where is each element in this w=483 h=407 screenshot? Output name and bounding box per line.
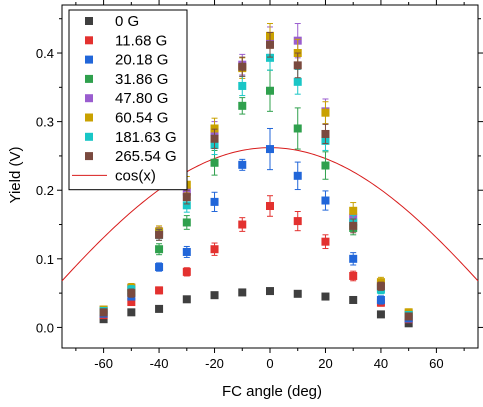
x-tick-label: -40 bbox=[150, 356, 169, 371]
data-point bbox=[238, 220, 247, 229]
legend-label: 31.86 G bbox=[115, 71, 168, 88]
legend-label: 0 G bbox=[115, 13, 139, 30]
legend-marker bbox=[85, 132, 93, 141]
data-point bbox=[293, 289, 302, 298]
legend-label: 47.80 G bbox=[115, 90, 168, 107]
data-point bbox=[376, 295, 385, 304]
legend-label: 20.18 G bbox=[115, 52, 168, 69]
data-point bbox=[404, 319, 413, 328]
y-tick-label: 0.2 bbox=[36, 183, 54, 198]
data-point bbox=[127, 308, 136, 317]
axes-layer: -60 -40 -20 0 20 40 60 0.0 0.1 0.2 0.3 0.4 bbox=[36, 0, 483, 371]
y-axis-label: Yield (V) bbox=[7, 147, 24, 204]
legend-marker bbox=[85, 113, 93, 122]
data-point bbox=[127, 289, 136, 298]
data-point bbox=[266, 145, 274, 154]
data-point bbox=[293, 217, 302, 226]
legend-marker bbox=[85, 36, 93, 45]
data-point bbox=[182, 218, 191, 227]
y-tick-label: 0.0 bbox=[36, 320, 54, 335]
data-point bbox=[210, 134, 219, 143]
data-point bbox=[293, 124, 302, 133]
data-point bbox=[321, 196, 330, 205]
legend-label: 181.63 G bbox=[115, 129, 177, 146]
legend: 0 G 11.68 G 20.18 G 31.86 G 47.80 G 60.54 G 18… bbox=[68, 9, 188, 191]
data-point bbox=[99, 315, 108, 324]
data-point bbox=[238, 288, 247, 297]
x-tick-label: 0 bbox=[266, 356, 273, 371]
data-point bbox=[155, 230, 164, 239]
legend-marker bbox=[85, 94, 93, 103]
data-point bbox=[266, 53, 274, 62]
data-point bbox=[266, 201, 274, 210]
series-7 bbox=[99, 31, 413, 321]
y-tick-label: 0.3 bbox=[36, 115, 54, 130]
data-point bbox=[210, 197, 219, 206]
data-point bbox=[182, 247, 191, 256]
data-point bbox=[182, 295, 191, 304]
data-point bbox=[182, 267, 191, 276]
data-point bbox=[182, 193, 191, 202]
data-point bbox=[321, 161, 330, 170]
data-point bbox=[238, 62, 247, 71]
data-point bbox=[404, 312, 413, 321]
x-tick-label: 40 bbox=[374, 356, 388, 371]
legend-marker bbox=[85, 55, 93, 64]
data-point bbox=[293, 171, 302, 180]
data-point bbox=[349, 221, 358, 230]
data-point bbox=[155, 304, 164, 313]
legend-marker bbox=[85, 17, 93, 25]
data-point bbox=[266, 86, 274, 95]
x-tick-label: 60 bbox=[429, 356, 443, 371]
data-point bbox=[238, 101, 247, 110]
data-points-layer bbox=[99, 23, 413, 328]
legend-label: 11.68 G bbox=[115, 32, 167, 49]
data-point bbox=[155, 263, 164, 272]
data-point bbox=[266, 40, 274, 49]
data-point bbox=[349, 206, 358, 215]
data-point bbox=[155, 286, 164, 295]
data-point bbox=[210, 158, 219, 167]
data-point bbox=[349, 271, 358, 280]
legend-marker bbox=[85, 152, 93, 161]
data-point bbox=[321, 108, 330, 117]
legend-label: 60.54 G bbox=[115, 110, 168, 127]
data-point bbox=[321, 129, 330, 138]
data-point bbox=[210, 245, 219, 254]
legend-label: 265.54 G bbox=[115, 148, 177, 165]
data-point bbox=[127, 298, 136, 307]
data-point bbox=[349, 295, 358, 304]
data-point bbox=[321, 237, 330, 246]
data-point bbox=[349, 254, 358, 263]
data-point bbox=[99, 308, 108, 317]
data-point bbox=[182, 201, 191, 210]
x-tick-label: -60 bbox=[94, 356, 113, 371]
data-point bbox=[210, 124, 219, 133]
data-point bbox=[155, 245, 164, 254]
data-point bbox=[293, 77, 302, 86]
data-point bbox=[376, 282, 385, 291]
data-point bbox=[238, 160, 247, 169]
legend-label: cos(x) bbox=[115, 167, 156, 184]
data-point bbox=[376, 310, 385, 319]
data-point bbox=[293, 61, 302, 70]
x-tick-label: -20 bbox=[205, 356, 224, 371]
y-tick-label: 0.1 bbox=[36, 252, 54, 267]
data-point bbox=[266, 287, 274, 296]
data-point bbox=[321, 292, 330, 301]
x-axis-label: FC angle (deg) bbox=[222, 383, 322, 400]
legend-marker bbox=[85, 74, 93, 83]
x-tick-label: 20 bbox=[318, 356, 332, 371]
series-0 bbox=[99, 287, 413, 328]
y-tick-label: 0.4 bbox=[36, 46, 54, 61]
data-point bbox=[238, 81, 247, 90]
data-point bbox=[210, 291, 219, 300]
